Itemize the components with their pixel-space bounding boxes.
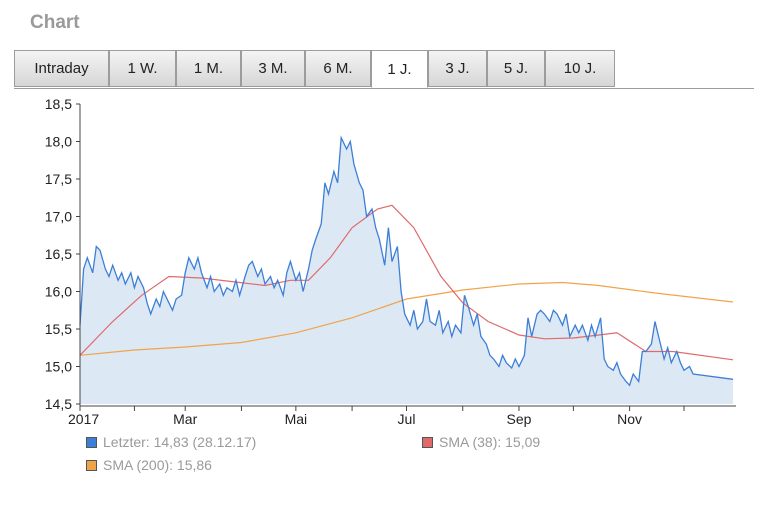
y-tick-label: 18,0 <box>45 134 72 150</box>
tab-1-month[interactable]: 1 M. <box>176 50 241 87</box>
tab-6-months[interactable]: 6 M. <box>305 50 371 87</box>
x-tick-label: Mar <box>173 411 197 427</box>
tab-intraday[interactable]: Intraday <box>14 50 109 87</box>
y-tick-label: 15,0 <box>45 359 72 375</box>
price-area <box>80 137 733 404</box>
y-tick-label: 15,5 <box>45 321 72 337</box>
legend-label: Letzter: 14,83 (28.12.17) <box>103 434 257 450</box>
legend-item-sma200: SMA (200): 15,86 <box>86 457 212 473</box>
y-tick-label: 16,0 <box>45 284 72 300</box>
x-tick-label: Sep <box>507 411 532 427</box>
legend-item-price: Letzter: 14,83 (28.12.17) <box>86 434 256 450</box>
y-tick-label: 17,5 <box>45 171 72 187</box>
tab-10-years[interactable]: 10 J. <box>545 50 615 87</box>
legend-item-sma38: SMA (38): 15,09 <box>422 434 540 450</box>
price-line <box>79 135 734 387</box>
x-tick-label: Mai <box>285 411 308 427</box>
y-tick-label: 16,5 <box>45 246 72 262</box>
y-tick-label: 18,5 <box>45 96 72 112</box>
tab-5-years[interactable]: 5 J. <box>487 50 545 87</box>
legend-swatch <box>422 436 433 448</box>
y-tick-label: 14,5 <box>45 396 72 412</box>
x-tick-label: Jul <box>398 411 416 427</box>
tab-3-years[interactable]: 3 J. <box>428 50 487 87</box>
timeframe-tabs: Intraday 1 W. 1 M. 3 M. 6 M. 1 J. 3 J. 5… <box>14 50 754 89</box>
tab-1-week[interactable]: 1 W. <box>109 50 176 87</box>
legend-label: SMA (38): 15,09 <box>439 434 541 450</box>
y-tick-label: 17,0 <box>45 209 72 225</box>
tab-1-year[interactable]: 1 J. <box>371 50 428 88</box>
tab-3-months[interactable]: 3 M. <box>241 50 305 87</box>
legend-swatch <box>86 436 97 448</box>
page-title: Chart <box>30 12 80 33</box>
legend-swatch <box>86 459 97 471</box>
sma200-line <box>79 281 734 356</box>
x-tick-label: Nov <box>617 411 642 427</box>
x-tick-label: 2017 <box>68 411 99 427</box>
sma38-line <box>79 204 734 361</box>
legend-label: SMA (200): 15,86 <box>103 457 212 473</box>
